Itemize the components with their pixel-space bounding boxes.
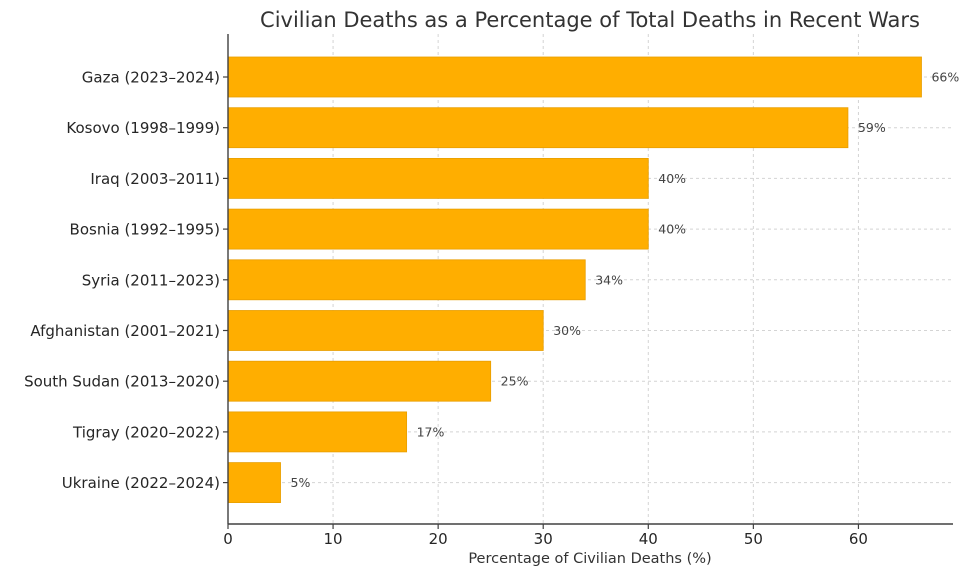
- y-axis-tick-labels: Gaza (2023–2024) Kosovo (1998–1999) Iraq (…: [24, 69, 228, 492]
- data-label: 30%: [553, 323, 581, 338]
- data-label: 34%: [595, 272, 623, 287]
- y-tick-label: Kosovo (1998–1999): [66, 119, 220, 137]
- x-tick-label: 50: [744, 530, 763, 548]
- bar: [227, 310, 544, 351]
- bar: [227, 157, 649, 199]
- y-tick-label: Syria (2011–2023): [82, 271, 220, 289]
- bars: [227, 56, 922, 504]
- bar: [227, 360, 492, 402]
- data-label: 40%: [658, 171, 686, 186]
- bar: [227, 259, 586, 301]
- data-label: 25%: [501, 374, 529, 389]
- data-label: 17%: [417, 424, 445, 439]
- data-label: 5%: [291, 475, 311, 490]
- y-tick-label: Iraq (2003–2011): [90, 170, 220, 188]
- y-tick-label: Afghanistan (2001–2021): [30, 322, 220, 340]
- x-axis-label: Percentage of Civilian Deaths (%): [468, 551, 711, 567]
- chart-title: Civilian Deaths as a Percentage of Total…: [260, 8, 920, 32]
- y-tick-label: Gaza (2023–2024): [82, 69, 220, 87]
- bar: [227, 462, 281, 504]
- x-tick-label: 10: [324, 530, 343, 548]
- x-tick-label: 40: [639, 530, 658, 548]
- y-tick-label: Tigray (2020–2022): [72, 423, 220, 441]
- bar: [227, 411, 408, 453]
- x-axis-tick-labels: 0 10 20 30 40 50 60: [223, 524, 868, 548]
- x-tick-label: 20: [429, 530, 448, 548]
- x-tick-label: 0: [223, 530, 233, 548]
- bar: [227, 208, 649, 250]
- data-labels: 66% 59% 40% 40% 34% 30% 25% 17% 5%: [291, 70, 960, 491]
- x-tick-label: 30: [534, 530, 553, 548]
- bar: [227, 56, 922, 98]
- y-tick-label: South Sudan (2013–2020): [24, 373, 220, 391]
- bar: [227, 107, 849, 149]
- data-label: 40%: [658, 222, 686, 237]
- y-tick-label: Bosnia (1992–1995): [70, 221, 220, 239]
- data-label: 59%: [858, 120, 886, 135]
- data-label: 66%: [931, 70, 959, 85]
- y-tick-label: Ukraine (2022–2024): [62, 474, 220, 492]
- x-tick-label: 60: [849, 530, 868, 548]
